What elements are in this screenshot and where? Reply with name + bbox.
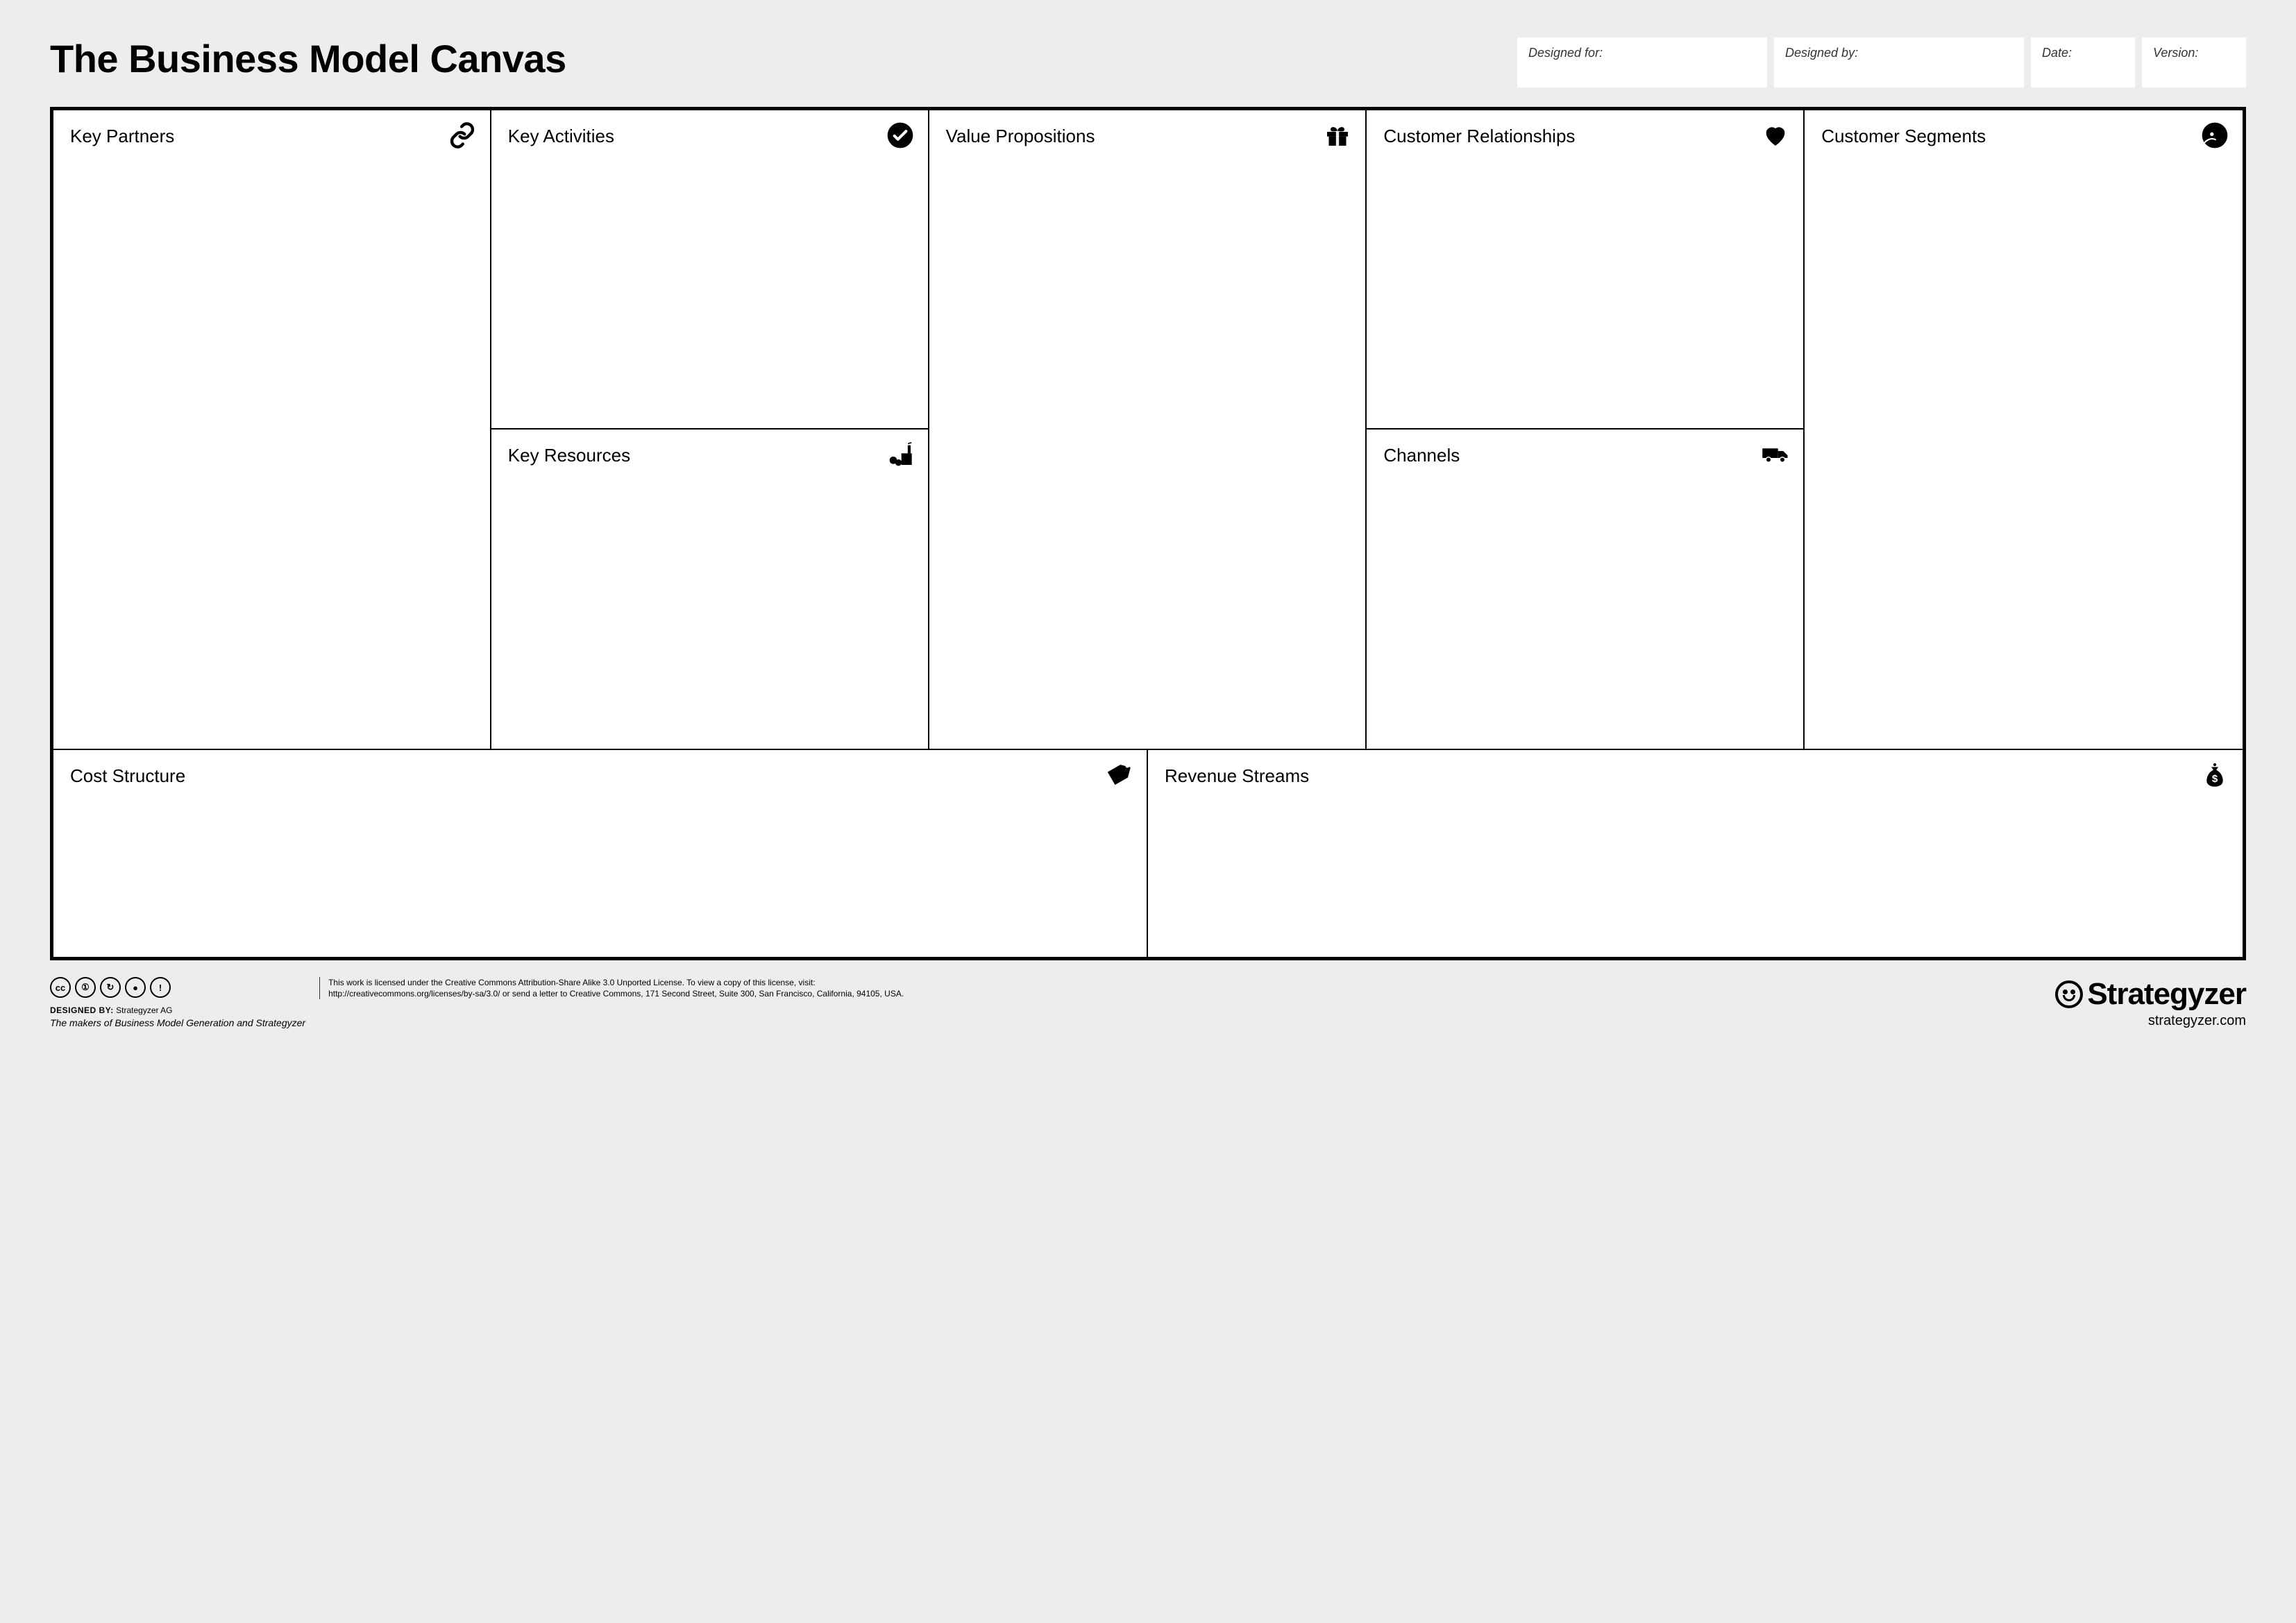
- svg-text:$: $: [2212, 773, 2218, 785]
- block-channels[interactable]: Channels: [1367, 430, 1803, 749]
- block-cost-structure[interactable]: Cost Structure: [53, 750, 1148, 957]
- link-icon: [448, 121, 476, 149]
- block-label: Key Activities: [508, 126, 911, 147]
- page: The Business Model Canvas Designed for: …: [0, 0, 2296, 1623]
- license-text: This work is licensed under the Creative…: [319, 977, 904, 999]
- factory-icon: [886, 441, 914, 468]
- block-key-activities[interactable]: Key Activities: [491, 110, 928, 430]
- col-key-activities-resources: Key Activities Key Resources: [491, 110, 929, 749]
- strategyzer-logo: Strategyzer: [2055, 977, 2246, 1012]
- block-label: Value Propositions: [946, 126, 1349, 147]
- date-field[interactable]: Date:: [2031, 37, 2135, 87]
- moneybag-icon: $: [2201, 761, 2229, 789]
- block-label: Customer Segments: [1821, 126, 2226, 147]
- block-label: Channels: [1383, 445, 1787, 466]
- canvas-bottom-row: Cost Structure Revenue Streams: [53, 749, 2243, 957]
- block-label: Key Partners: [70, 126, 473, 147]
- gift-icon: [1324, 121, 1351, 149]
- block-value-propositions[interactable]: Value Propositions: [929, 110, 1366, 749]
- cc-extra-badge: !: [150, 977, 171, 998]
- license-line-1: This work is licensed under the Creative…: [328, 977, 904, 988]
- block-revenue-streams[interactable]: Revenue Streams $: [1148, 750, 2243, 957]
- block-customer-relationships[interactable]: Customer Relationships: [1367, 110, 1803, 430]
- block-label: Key Resources: [508, 445, 911, 466]
- designed-by-field[interactable]: Designed by:: [1774, 37, 2024, 87]
- logo-text: Strategyzer: [2087, 977, 2246, 1012]
- header: The Business Model Canvas Designed for: …: [50, 33, 2246, 87]
- block-label: Customer Relationships: [1383, 126, 1787, 147]
- footer: cc ① ↻ ● ! DESIGNED BY: Strategyzer AG T…: [50, 977, 2246, 1030]
- truck-icon: [1762, 441, 1789, 468]
- makers-line: The makers of Business Model Generation …: [50, 1017, 305, 1028]
- credits: DESIGNED BY: Strategyzer AG The makers o…: [50, 1005, 305, 1030]
- person-icon: [2201, 121, 2229, 149]
- version-field[interactable]: Version:: [2142, 37, 2246, 87]
- block-label: Cost Structure: [70, 765, 1130, 787]
- logo-url: strategyzer.com: [2055, 1013, 2246, 1029]
- designed-by-value: Strategyzer AG: [116, 1005, 172, 1015]
- meta-fields: Designed for: Designed by: Date: Version…: [1517, 33, 2246, 87]
- designed-for-field[interactable]: Designed for:: [1517, 37, 1767, 87]
- col-key-partners: Key Partners: [53, 110, 491, 749]
- block-key-resources[interactable]: Key Resources: [491, 430, 928, 749]
- col-relationships-channels: Customer Relationships Channels: [1367, 110, 1805, 749]
- logo-mark-icon: [2055, 980, 2083, 1008]
- block-key-partners[interactable]: Key Partners: [53, 110, 490, 749]
- cc-badge: cc: [50, 977, 71, 998]
- block-label: Revenue Streams: [1165, 765, 2226, 787]
- cc-by-badge: ①: [75, 977, 96, 998]
- canvas-grid: Key Partners Key Activities: [50, 107, 2246, 960]
- designed-by-label: DESIGNED BY:: [50, 1005, 114, 1015]
- tag-icon: [1105, 761, 1133, 789]
- license-line-2: http://creativecommons.org/licenses/by-s…: [328, 988, 904, 999]
- heart-icon: [1762, 121, 1789, 149]
- cc-sa-badge: ↻: [100, 977, 121, 998]
- col-value-propositions: Value Propositions: [929, 110, 1367, 749]
- canvas-top-row: Key Partners Key Activities: [53, 110, 2243, 749]
- cc-nd-badge: ●: [125, 977, 146, 998]
- cc-badges: cc ① ↻ ● !: [50, 977, 305, 998]
- col-customer-segments: Customer Segments: [1805, 110, 2243, 749]
- page-title: The Business Model Canvas: [50, 33, 1509, 81]
- footer-right: Strategyzer strategyzer.com: [2055, 977, 2246, 1029]
- block-customer-segments[interactable]: Customer Segments: [1805, 110, 2243, 749]
- check-circle-icon: [886, 121, 914, 149]
